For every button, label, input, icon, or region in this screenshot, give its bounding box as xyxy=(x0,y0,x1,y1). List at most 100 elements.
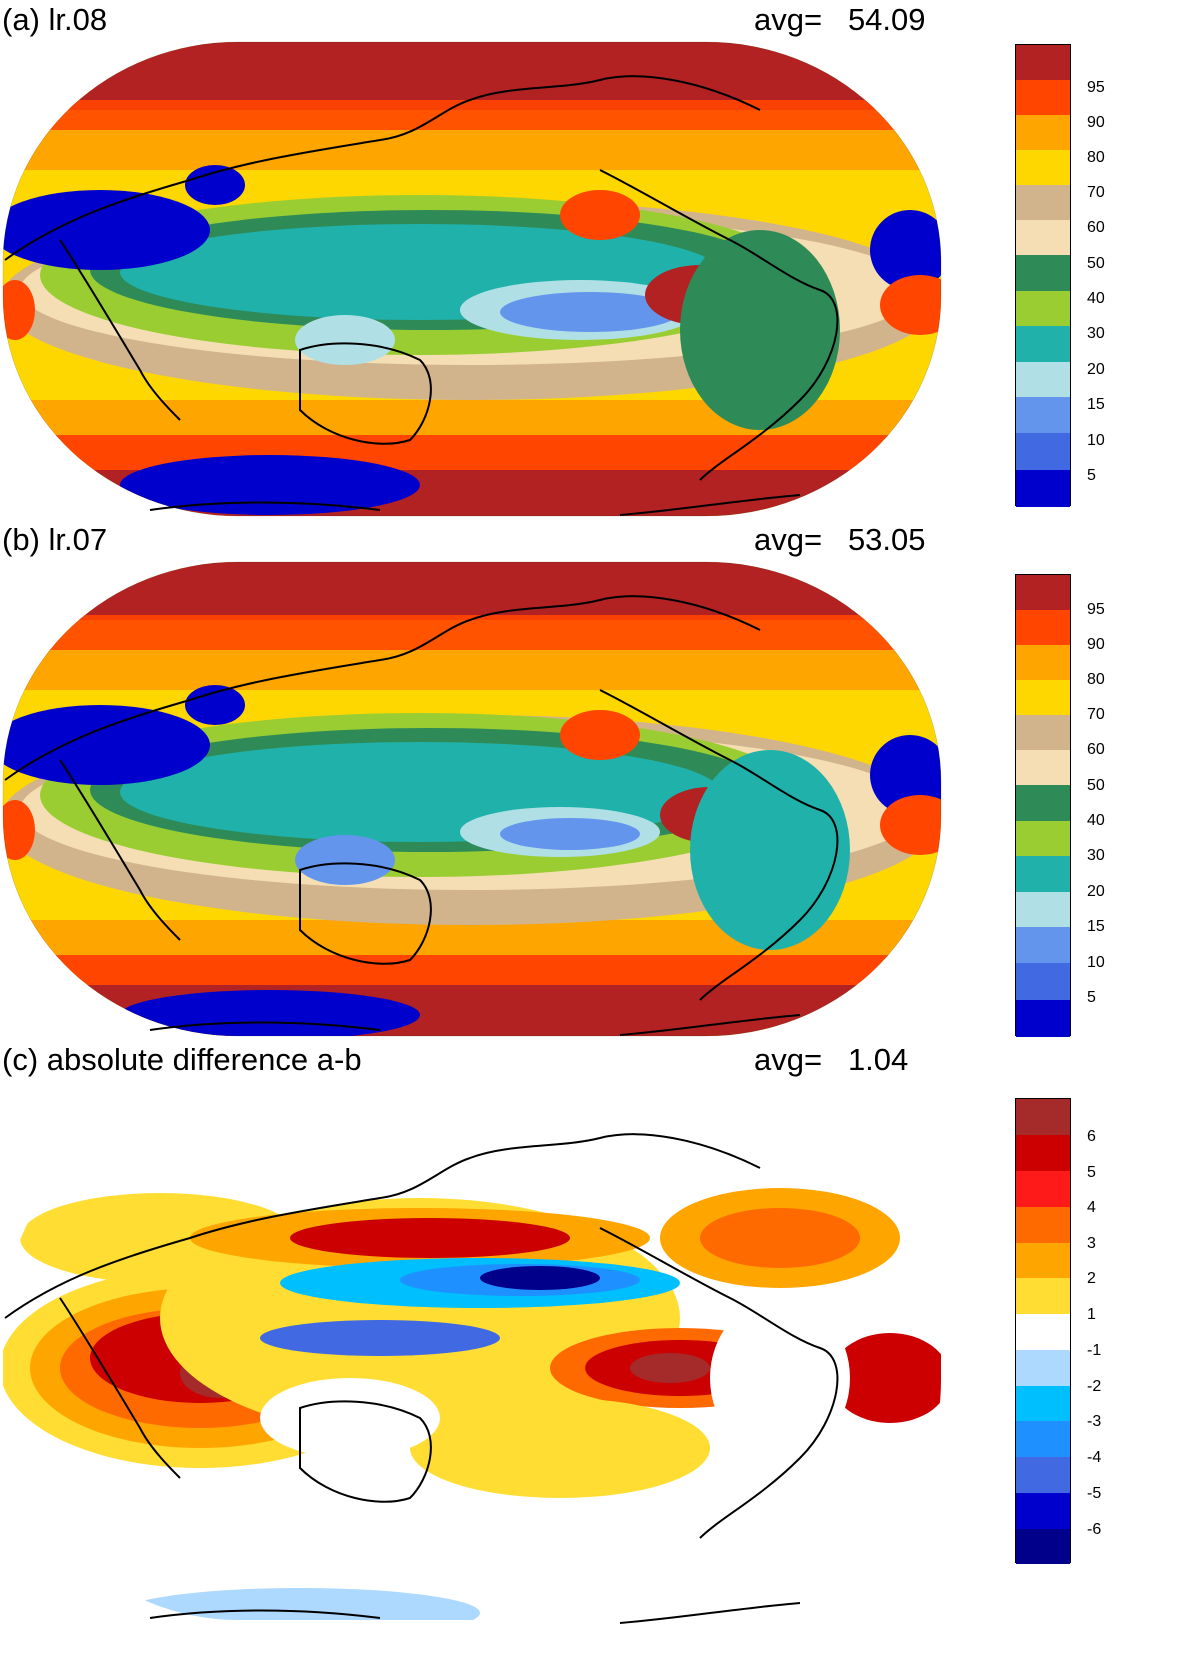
swatch-7 xyxy=(1016,1314,1070,1350)
avg-value: 1.04 xyxy=(847,1042,909,1077)
colorbar-label: -6 xyxy=(1087,1521,1102,1538)
colorbar-label: 70 xyxy=(1087,706,1105,723)
field-layer xyxy=(3,42,941,516)
colorbar-label: 50 xyxy=(1087,777,1105,794)
colorbar-box xyxy=(1015,574,1071,1037)
swatch-10 xyxy=(1016,150,1070,185)
swatch-11 xyxy=(1016,1171,1070,1207)
coastlines xyxy=(4,1133,839,1624)
swatch-4 xyxy=(1016,892,1070,927)
colorbar-label: 40 xyxy=(1087,290,1105,307)
avg-value: 54.09 xyxy=(847,2,926,37)
swatch-9 xyxy=(1016,185,1070,220)
panel-b: (b) lr.07 avg= 53.05 xyxy=(0,520,1183,1040)
swatch-12 xyxy=(1016,1135,1070,1171)
swatch-3 xyxy=(1016,1457,1070,1493)
swatch-12 xyxy=(1016,610,1070,645)
colorbar-label: 95 xyxy=(1087,79,1105,96)
swatch-10 xyxy=(1016,1207,1070,1243)
colorbar-label: -4 xyxy=(1087,1449,1102,1466)
swatch-5 xyxy=(1016,326,1070,362)
colorbar-label: 20 xyxy=(1087,883,1105,900)
colorbar-label: 90 xyxy=(1087,114,1105,131)
colorbar-label: -5 xyxy=(1087,1485,1102,1502)
swatch-8 xyxy=(1016,1278,1070,1314)
panel-title: (a) lr.08 xyxy=(2,2,108,37)
swatch-9 xyxy=(1016,1243,1070,1278)
swatch-8 xyxy=(1016,750,1070,785)
colorbar-label: 60 xyxy=(1087,741,1105,758)
swatch-6 xyxy=(1016,821,1070,856)
avg-label: avg= xyxy=(754,522,823,557)
colorbar-label: 5 xyxy=(1087,1164,1096,1181)
colorbar-label: 10 xyxy=(1087,954,1105,971)
colorbar-label: -3 xyxy=(1087,1413,1102,1430)
swatch-12 xyxy=(1016,80,1070,115)
avg-label: avg= xyxy=(754,1042,823,1077)
colorbar-label: 50 xyxy=(1087,255,1105,272)
colorbar-label: -1 xyxy=(1087,1342,1102,1359)
swatch-13 xyxy=(1016,1099,1070,1135)
panel-a: (a) lr.08 avg= 54.09 xyxy=(0,0,1183,520)
panel-c: (c) absolute difference a-b avg= 1.04 xyxy=(0,1040,1183,1677)
colorbar-label: -2 xyxy=(1087,1378,1102,1395)
field-layer xyxy=(3,1090,941,1620)
colorbar-box xyxy=(1015,44,1071,507)
colorbar-label: 10 xyxy=(1087,432,1105,449)
swatch-2 xyxy=(1016,963,1070,1000)
swatch-2 xyxy=(1016,433,1070,470)
colorbar-label: 30 xyxy=(1087,325,1105,342)
swatch-5 xyxy=(1016,1386,1070,1421)
map-plot xyxy=(2,41,942,517)
swatch-6 xyxy=(1016,1350,1070,1386)
colorbar-label: 80 xyxy=(1087,149,1105,166)
swatch-11 xyxy=(1016,115,1070,150)
panel-average: avg= 54.09 xyxy=(754,0,926,40)
colorbar-label: 15 xyxy=(1087,396,1105,413)
panel-title: (b) lr.07 xyxy=(2,522,108,557)
colorbar-label: 3 xyxy=(1087,1235,1096,1252)
swatch-7 xyxy=(1016,785,1070,821)
colorbar-label: 1 xyxy=(1087,1306,1096,1323)
colorbar-label: 70 xyxy=(1087,184,1105,201)
swatch-3 xyxy=(1016,927,1070,963)
colorbar-label: 20 xyxy=(1087,361,1105,378)
coastlines xyxy=(4,595,839,1036)
map-plot xyxy=(2,561,942,1037)
colorbar-label: 5 xyxy=(1087,467,1096,484)
colorbar-box xyxy=(1015,1098,1071,1564)
colorbar-label: 80 xyxy=(1087,671,1105,688)
swatch-13 xyxy=(1016,45,1070,80)
swatch-1 xyxy=(1016,1529,1070,1564)
coastlines xyxy=(4,75,839,516)
avg-value: 53.05 xyxy=(847,522,926,557)
swatch-4 xyxy=(1016,1421,1070,1457)
panel-title: (c) absolute difference a-b xyxy=(2,1042,362,1077)
avg-label: avg= xyxy=(754,2,823,37)
map-plot xyxy=(3,1090,941,1624)
swatch-5 xyxy=(1016,856,1070,892)
colorbar-label: 2 xyxy=(1087,1270,1096,1287)
panel-average: avg= 53.05 xyxy=(754,520,926,560)
colorbar-label: 4 xyxy=(1087,1199,1096,1216)
swatch-2 xyxy=(1016,1493,1070,1529)
colorbar-label: 5 xyxy=(1087,989,1096,1006)
colorbar-label: 90 xyxy=(1087,636,1105,653)
panel-average: avg= 1.04 xyxy=(754,1040,908,1080)
field-layer xyxy=(3,562,941,1036)
swatch-6 xyxy=(1016,291,1070,326)
colorbar-label: 15 xyxy=(1087,918,1105,935)
colorbar-label: 6 xyxy=(1087,1128,1096,1145)
colorbar-label: 95 xyxy=(1087,601,1105,618)
swatch-13 xyxy=(1016,575,1070,610)
colorbar-label: 40 xyxy=(1087,812,1105,829)
swatch-3 xyxy=(1016,397,1070,433)
swatch-4 xyxy=(1016,362,1070,397)
swatch-9 xyxy=(1016,715,1070,750)
swatch-1 xyxy=(1016,470,1070,507)
swatch-10 xyxy=(1016,680,1070,715)
colorbar-label: 60 xyxy=(1087,219,1105,236)
swatch-8 xyxy=(1016,220,1070,255)
swatch-1 xyxy=(1016,1000,1070,1037)
colorbar-label: 30 xyxy=(1087,847,1105,864)
